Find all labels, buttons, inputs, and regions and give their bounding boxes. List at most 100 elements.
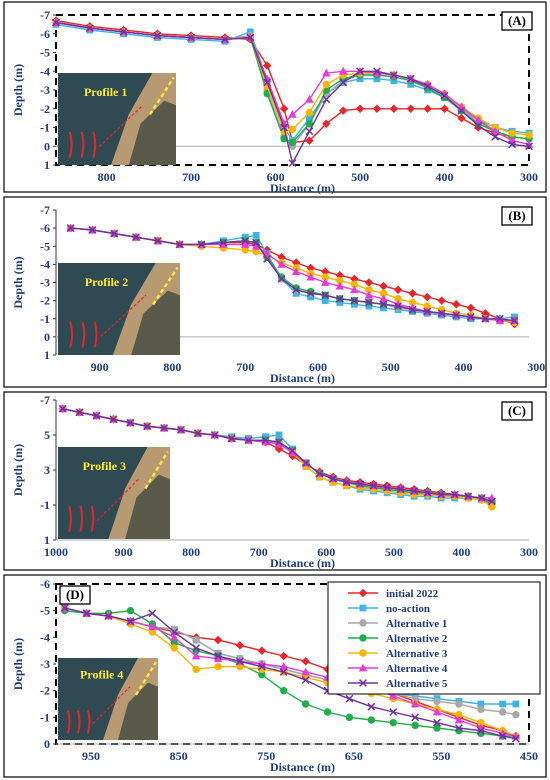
groyne-mark — [67, 710, 71, 734]
shoreline-dash — [92, 686, 131, 725]
legend-marker — [358, 588, 368, 598]
legend-marker — [358, 663, 368, 672]
data-point — [252, 231, 260, 239]
panel-label-box — [501, 206, 533, 226]
data-point — [322, 80, 330, 89]
data-point — [394, 302, 402, 310]
data-point — [512, 700, 520, 708]
data-point — [342, 478, 351, 487]
data-point — [423, 82, 432, 91]
data-point — [423, 302, 431, 310]
y-tick-label: 0 — [44, 737, 50, 751]
data-point — [455, 710, 463, 719]
data-point — [476, 726, 485, 735]
data-point — [350, 280, 359, 289]
series-line — [64, 607, 517, 737]
legend-marker — [359, 634, 367, 642]
data-point — [481, 314, 490, 323]
data-point — [277, 274, 286, 283]
series-alternative-5 — [52, 18, 533, 168]
x-tick-label: 600 — [317, 545, 335, 559]
data-point — [474, 115, 483, 124]
legend-label: Alternative 2 — [386, 633, 448, 645]
data-point — [372, 104, 382, 113]
x-tick-label: 500 — [385, 545, 403, 559]
data-point — [440, 91, 449, 100]
x-tick-label: 700 — [236, 360, 254, 374]
data-point — [110, 229, 119, 238]
data-point — [251, 241, 261, 250]
data-point — [279, 651, 288, 661]
series-line — [64, 607, 517, 740]
data-point — [393, 285, 403, 294]
legend-marker — [359, 604, 367, 612]
data-point — [488, 503, 496, 511]
y-tick-label: -5 — [40, 239, 50, 253]
data-point — [85, 24, 94, 33]
x-tick-label: 750 — [257, 749, 275, 763]
data-point — [356, 67, 365, 76]
x-axis-label: Distance (m) — [270, 371, 335, 385]
data-point — [191, 651, 201, 660]
x-tick-label: 300 — [520, 545, 538, 559]
groyne-mark — [77, 710, 81, 734]
data-point — [321, 278, 330, 286]
data-point — [510, 316, 519, 325]
x-tick-label: 300 — [520, 170, 538, 184]
panel-label-box — [59, 585, 91, 605]
inset-satellite-map: Profile 2 — [58, 263, 180, 355]
data-point — [433, 697, 441, 706]
x-tick-label: 800 — [182, 545, 200, 559]
data-point — [58, 404, 67, 413]
y-tick-label: 1 — [44, 348, 50, 362]
data-point — [389, 718, 397, 727]
data-point — [394, 295, 402, 303]
data-point — [321, 273, 329, 281]
data-point — [457, 113, 466, 123]
data-point — [364, 278, 374, 287]
panel-b: -7 -6 -5 -4 -3 -2 -1 0 1 900 800 700 600 500 400 300 Dis… — [3, 196, 547, 388]
data-point — [315, 469, 324, 478]
data-point — [60, 604, 69, 612]
groyne-mark — [87, 710, 91, 734]
data-point — [367, 716, 376, 724]
y-tick-label: -2 — [40, 684, 50, 698]
y-tick-label: -3 — [40, 657, 50, 671]
y-tick-label: 1 — [44, 158, 50, 172]
x-tick-label: 300 — [527, 360, 545, 374]
y-tick-label: 0 — [44, 139, 50, 153]
panel-label: (C) — [508, 403, 526, 418]
x-tick-label: 1000 — [44, 545, 68, 559]
data-point — [187, 33, 196, 42]
data-point — [423, 488, 432, 497]
legend-label: Alternative 4 — [386, 663, 448, 675]
data-point — [170, 628, 179, 636]
series-line — [62, 408, 493, 503]
data-point — [350, 296, 359, 305]
series-line — [64, 607, 517, 737]
data-point — [508, 129, 516, 137]
groyne-mark — [80, 131, 85, 158]
groyne-mark — [93, 321, 98, 348]
profile-label: Profile 4 — [80, 668, 123, 682]
data-point — [499, 708, 507, 716]
data-point — [301, 667, 310, 676]
series-alternative-5 — [58, 404, 496, 506]
y-tick-label: -4 — [40, 257, 50, 271]
y-tick-label: -1 — [40, 498, 50, 512]
data-point — [148, 609, 157, 618]
data-point — [511, 734, 520, 743]
data-point — [495, 316, 505, 324]
data-point — [288, 159, 297, 168]
data-point — [244, 436, 253, 445]
data-point — [109, 415, 118, 424]
data-point — [291, 258, 301, 267]
data-point — [257, 646, 267, 655]
legend-entry: Alternative 1 — [348, 618, 447, 630]
data-point — [433, 724, 441, 732]
inset-urban — [128, 100, 176, 165]
x-tick-label: 400 — [452, 545, 470, 559]
y-tick-label: -5 — [40, 604, 50, 618]
groyne-mark — [81, 321, 86, 348]
y-tick-label: -1 — [40, 312, 50, 326]
